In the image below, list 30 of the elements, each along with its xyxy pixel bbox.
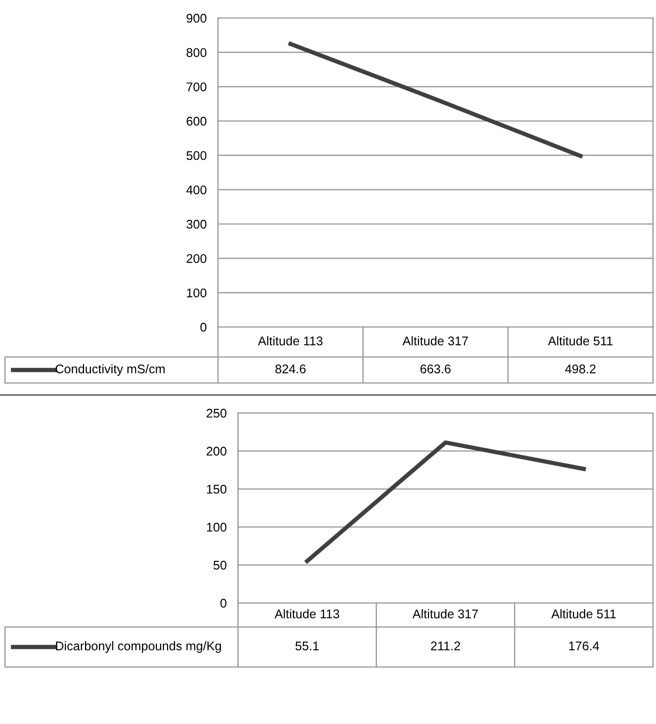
data-label: 176.4 [569,642,600,650]
legend-label: Conductivity mS/cm [56,364,165,376]
y-tick-label: 250 [206,408,226,418]
y-tick-label: 500 [186,151,206,160]
y-tick-label: 100 [206,522,226,532]
data-label: 211.2 [430,642,460,650]
x-tick-label: Altitude 511 [551,609,616,618]
y-tick-label: 800 [186,48,206,57]
y-tick-label: 400 [186,185,206,194]
y-tick-label: 300 [186,220,206,229]
x-tick-label: Altitude 113 [258,336,322,346]
data-label: 663.6 [420,364,451,374]
y-tick-label: 700 [186,82,206,92]
y-tick-label: 200 [206,446,226,456]
data-label: 498.2 [565,364,596,374]
y-tick-label: 900 [186,14,206,23]
x-tick-label: Altitude 113 [274,609,340,618]
legend-label: Dicarbonyl compounds mg/Kg [56,641,221,653]
y-tick-label: 0 [200,322,206,332]
y-tick-label: 150 [206,484,226,494]
x-tick-label: Altitude 317 [412,609,478,618]
y-tick-label: 100 [186,288,206,298]
y-tick-label: 200 [186,254,206,263]
y-tick-label: 0 [220,598,226,608]
y-tick-label: 600 [186,116,206,126]
data-label: 824.6 [275,364,306,374]
x-tick-label: Altitude 511 [548,336,612,346]
x-tick-label: Altitude 317 [402,336,468,346]
y-tick-label: 50 [213,560,226,570]
data-label: 55.1 [296,642,319,650]
